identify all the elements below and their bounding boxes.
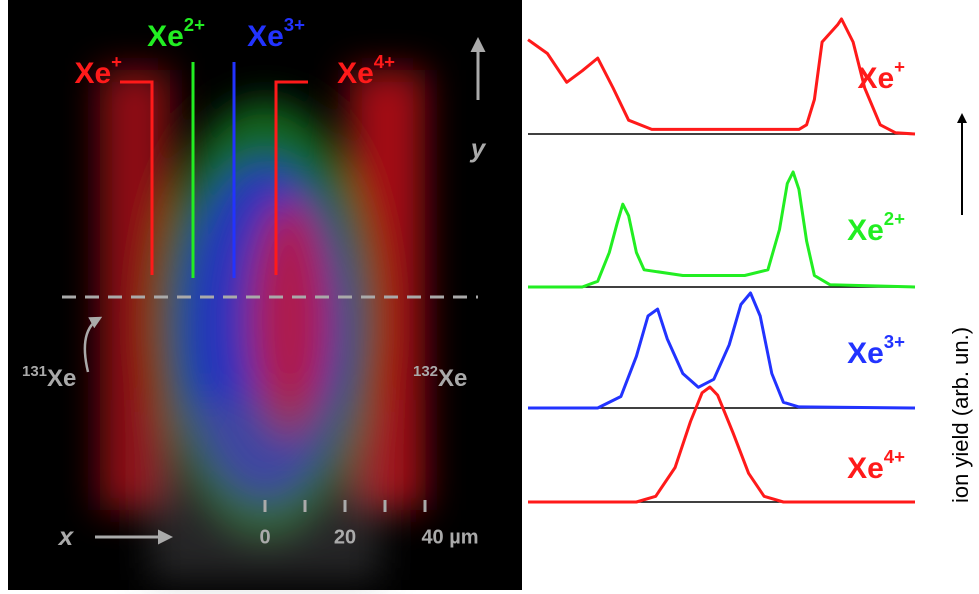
profile-line: [528, 291, 916, 410]
profile-line: [528, 385, 915, 504]
ion-image: [100, 70, 425, 580]
scale-label: 40 µm: [421, 526, 478, 548]
ion-charge: 2+: [184, 14, 205, 35]
ion-base: Xe: [147, 20, 184, 53]
label-leaders: [120, 62, 308, 278]
ion-label: Xe+: [857, 56, 905, 95]
ion-charge: 4+: [884, 446, 905, 467]
ion-label: Xe2+: [147, 14, 205, 53]
ion-base: Xe: [337, 57, 374, 90]
ion-base: Xe: [857, 62, 894, 95]
ion-charge: +: [111, 51, 122, 72]
ion-label: Xe+: [74, 51, 122, 90]
scale-label: 0: [259, 526, 270, 548]
scale-label: 20: [334, 526, 356, 548]
ion-label: Xe4+: [337, 51, 395, 90]
y-axis-label: y: [469, 133, 487, 163]
ion-base: Xe: [74, 57, 111, 90]
ion-charge: 3+: [884, 331, 905, 352]
isotope-label: 131Xe: [22, 363, 76, 392]
x-axis-label: x: [57, 521, 75, 551]
ion-charge: 3+: [284, 14, 305, 35]
isotope-arrow: [83, 316, 103, 373]
ion-charge: 4+: [374, 51, 395, 72]
ion-label: Xe3+: [247, 14, 305, 53]
ion-base: Xe: [847, 337, 884, 370]
yield-label: ion yield (arb. un.): [948, 327, 973, 503]
ion-label: Xe2+: [847, 208, 905, 247]
ion-charge: +: [894, 56, 905, 77]
ion-label: Xe4+: [847, 446, 905, 485]
ion-label: Xe3+: [847, 331, 905, 370]
ion-base: Xe: [847, 452, 884, 485]
ion-charge: 2+: [884, 208, 905, 229]
profile-line: [528, 170, 916, 289]
ion-base: Xe: [847, 214, 884, 247]
scale-ticks: [263, 500, 427, 512]
isotope-label: 132Xe: [413, 363, 467, 392]
ion-base: Xe: [247, 20, 284, 53]
profile-line: [527, 17, 916, 136]
